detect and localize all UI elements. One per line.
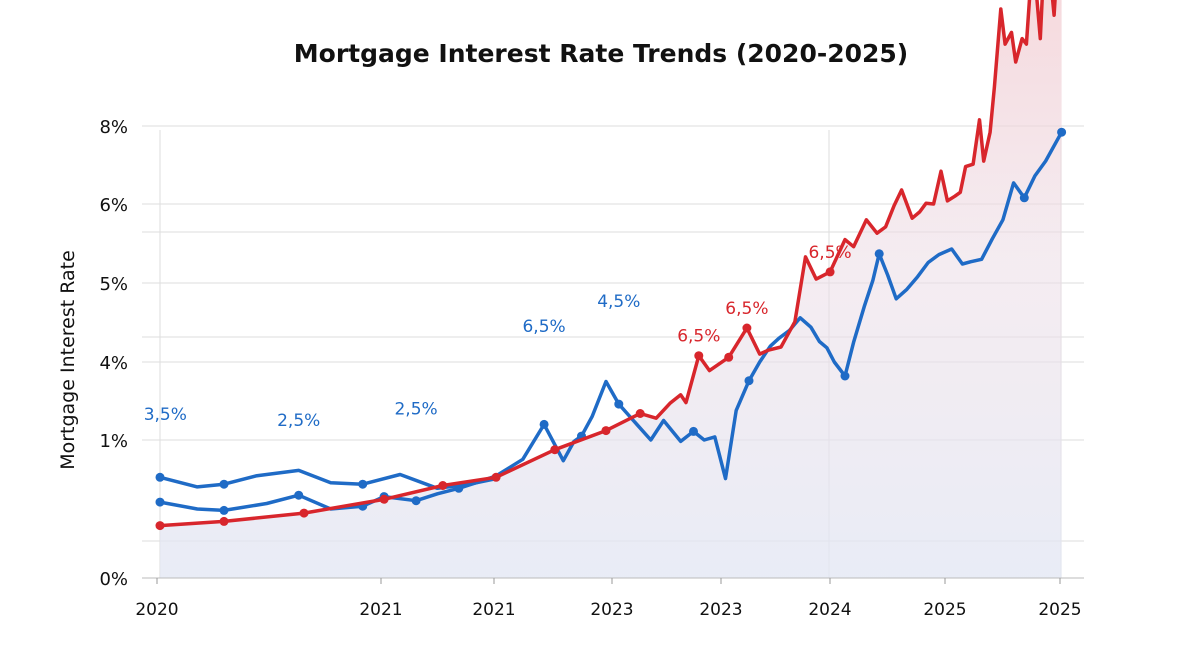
y-tick-label: 1%: [99, 431, 128, 452]
chart-title: Mortgage Interest Rate Trends (2020-2025…: [294, 39, 908, 68]
data-label: 2,5%: [277, 411, 320, 431]
area-under-curve: [160, 0, 1062, 578]
y-tick-label: 4%: [99, 353, 128, 374]
x-tick-label: 2023: [590, 600, 633, 620]
data-point: [635, 409, 645, 418]
y-tick-label: 5%: [99, 274, 128, 295]
data-point: [358, 479, 368, 489]
data-point: [294, 490, 304, 500]
data-label: 4,5%: [597, 292, 640, 312]
data-point: [219, 479, 229, 489]
data-point: [601, 426, 611, 436]
data-point: [840, 371, 850, 381]
y-axis-ticks: 0% 1% 4% 5% 6% 8%: [99, 117, 128, 590]
data-point: [155, 497, 165, 507]
data-point: [724, 352, 734, 362]
data-label: 6,5%: [677, 327, 720, 347]
data-point: [379, 494, 389, 504]
data-point: [539, 419, 549, 429]
x-tick-label: 2024: [808, 600, 851, 620]
data-point: [491, 472, 501, 482]
data-point: [219, 516, 229, 526]
x-tick-label: 2021: [472, 600, 515, 620]
data-label: 6,5%: [725, 299, 768, 319]
data-point: [614, 399, 624, 409]
data-label: 6,5%: [522, 317, 565, 337]
x-tick-label: 2025: [923, 600, 966, 620]
data-point: [689, 426, 698, 436]
y-tick-label: 6%: [99, 195, 128, 216]
data-point: [299, 508, 309, 518]
y-tick-label: 0%: [99, 569, 128, 590]
data-point: [1019, 193, 1029, 203]
data-point: [438, 481, 448, 490]
x-tick-label: 2020: [135, 600, 178, 620]
data-point: [825, 267, 835, 277]
data-label: 2,5%: [394, 399, 437, 419]
series: [155, 0, 1067, 531]
data-label: 6,5%: [808, 243, 851, 263]
y-axis-label: Mortgage Interest Rate: [57, 250, 79, 470]
x-tick-label: 2023: [699, 600, 742, 620]
data-point: [744, 376, 754, 386]
data-point: [454, 483, 464, 493]
data-labels: 3,5%2,5%2,5%6,5%4,5%6,5%6,5%6,5%6,5%: [144, 243, 852, 431]
data-point: [874, 249, 884, 259]
data-point: [411, 496, 421, 506]
y-tick-label: 8%: [99, 117, 128, 138]
data-point: [694, 351, 704, 361]
x-tick-label: 2025: [1038, 600, 1081, 620]
series-line: [158, 468, 498, 491]
data-point: [155, 472, 165, 482]
data-point: [742, 323, 752, 333]
data-point: [1057, 127, 1067, 137]
data-point: [155, 521, 165, 531]
area-fill: [160, 0, 1062, 578]
data-point: [219, 505, 229, 515]
series-line: [158, 0, 1057, 528]
x-tick-label: 2021: [359, 600, 402, 620]
x-axis-ticks: 2020 2021 2021 2023 2023 2024 2025 2025: [135, 578, 1082, 620]
data-label: 3,5%: [144, 405, 187, 425]
data-point: [550, 445, 560, 455]
